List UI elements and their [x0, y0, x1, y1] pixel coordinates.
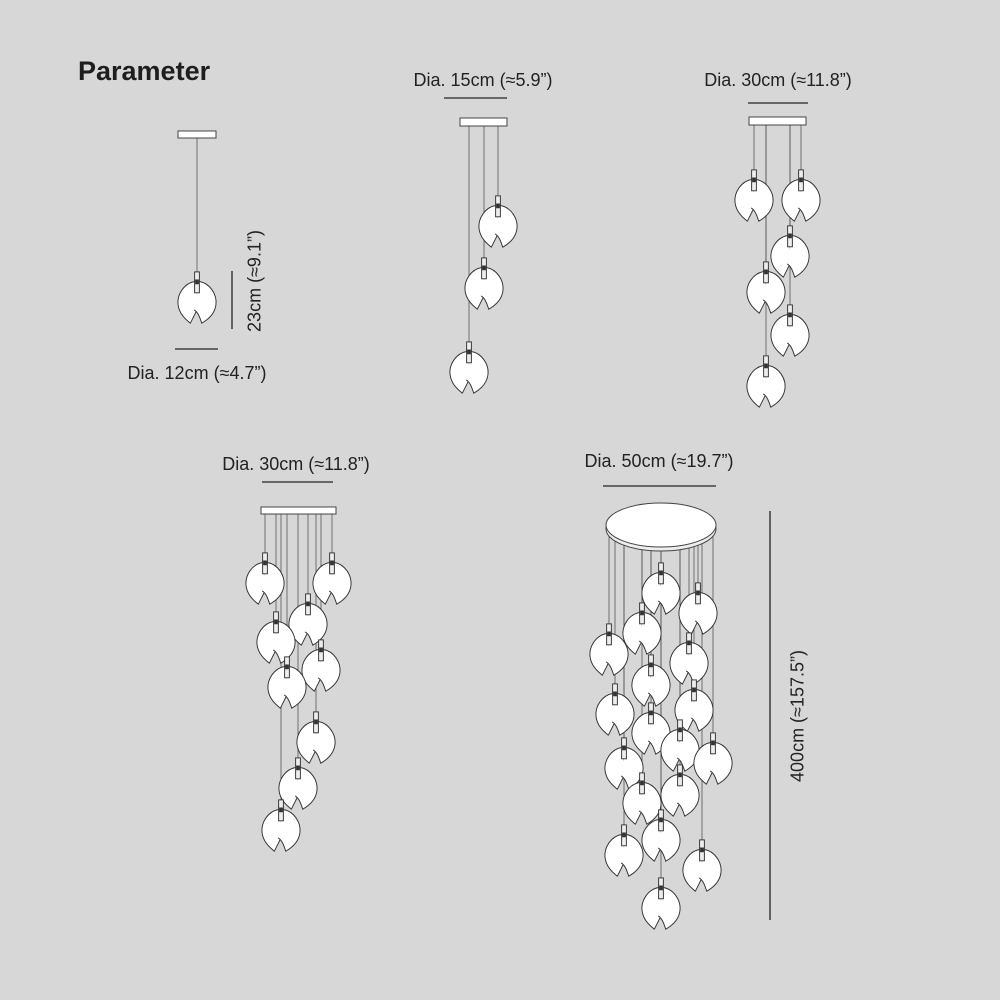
- petal-pendant-bulb: [177, 271, 217, 324]
- petal-pendant-bulb: [278, 757, 318, 810]
- petal-pendant-bulb: [746, 355, 786, 408]
- model-3-diameter-label: Dia. 30cm (≈11.8”): [704, 70, 852, 90]
- petal-pendant-bulb: [589, 623, 629, 676]
- model-5-diameter-label: Dia. 50cm (≈19.7”): [584, 451, 734, 471]
- petal-pendant-bulb: [478, 195, 518, 248]
- petal-pendant-bulb: [301, 639, 341, 692]
- model-1-diameter-label: Dia. 12cm (≈4.7”): [127, 363, 267, 383]
- petal-pendant-bulb: [464, 257, 504, 310]
- ceiling-canopy: [605, 502, 717, 548]
- ceiling-canopy: [177, 130, 217, 139]
- ceiling-canopy: [748, 116, 807, 126]
- petal-pendant-bulb: [245, 552, 285, 605]
- petal-pendant-bulb: [267, 656, 307, 709]
- petal-pendant-bulb: [770, 304, 810, 357]
- petal-pendant-bulb: [296, 711, 336, 764]
- petal-pendant-bulb: [734, 169, 774, 222]
- petal-pendant-bulb: [678, 582, 718, 635]
- model-4-diameter-label: Dia. 30cm (≈11.8”): [222, 454, 370, 474]
- petal-pendant-bulb: [312, 552, 352, 605]
- petal-pendant-bulb: [261, 799, 301, 852]
- page-title: Parameter: [78, 56, 211, 86]
- petal-pendant-bulb: [660, 764, 700, 817]
- petal-pendant-bulb: [693, 732, 733, 785]
- petal-pendant-bulb: [595, 683, 635, 736]
- petal-pendant-bulb: [604, 824, 644, 877]
- model-2-diameter-label: Dia. 15cm (≈5.9”): [413, 70, 553, 90]
- ceiling-canopy: [459, 117, 508, 127]
- petal-pendant-bulb: [781, 169, 821, 222]
- petal-pendant-bulb: [682, 839, 722, 892]
- petal-pendant-bulb: [641, 877, 681, 930]
- petal-pendant-bulb: [449, 341, 489, 394]
- ceiling-canopy: [260, 506, 337, 515]
